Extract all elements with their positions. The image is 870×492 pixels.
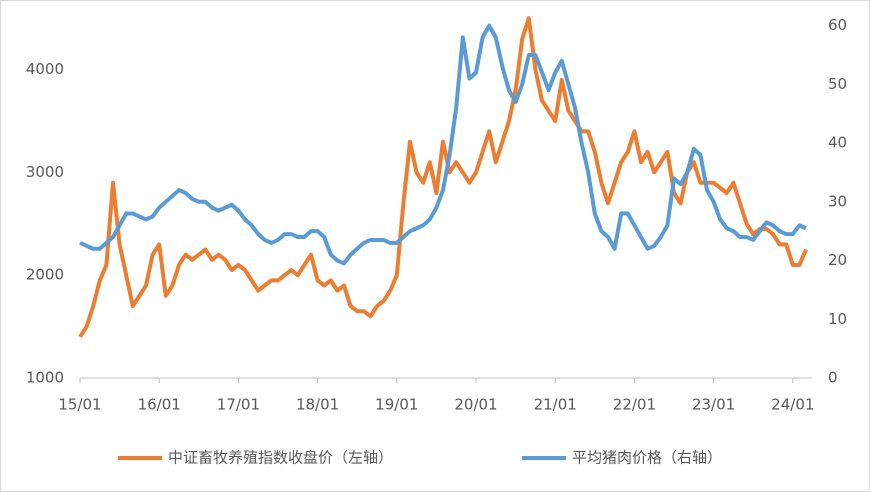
y2-tick-label: 40	[828, 134, 847, 152]
y-tick-label: 3000	[26, 163, 64, 181]
series-line	[79, 23, 807, 266]
x-tick-label: 19/01	[375, 396, 418, 414]
x-tick-label: 20/01	[454, 396, 497, 414]
y-tick-label: 2000	[26, 266, 64, 284]
y-tick-label: 4000	[26, 60, 64, 78]
x-tick-label: 18/01	[296, 396, 339, 414]
series-line	[78, 16, 808, 338]
legend-label: 中证畜牧养殖指数收盘价（左轴）	[168, 449, 393, 467]
x-tick-label: 21/01	[534, 396, 577, 414]
x-tick-label: 24/01	[771, 396, 814, 414]
legend-label: 平均猪肉价格（右轴）	[572, 449, 722, 467]
y2-tick-label: 10	[828, 310, 847, 328]
y2-tick-label: 0	[828, 369, 838, 387]
x-tick-label: 17/01	[217, 396, 260, 414]
y2-tick-label: 50	[828, 75, 847, 93]
y-tick-label: 1000	[26, 369, 64, 387]
x-tick-label: 15/01	[58, 396, 101, 414]
y2-tick-label: 60	[828, 16, 847, 34]
y2-tick-label: 30	[828, 192, 847, 210]
x-tick-label: 16/01	[138, 396, 181, 414]
x-tick-label: 22/01	[613, 396, 656, 414]
y2-tick-label: 20	[828, 251, 847, 269]
x-tick-label: 23/01	[692, 396, 735, 414]
